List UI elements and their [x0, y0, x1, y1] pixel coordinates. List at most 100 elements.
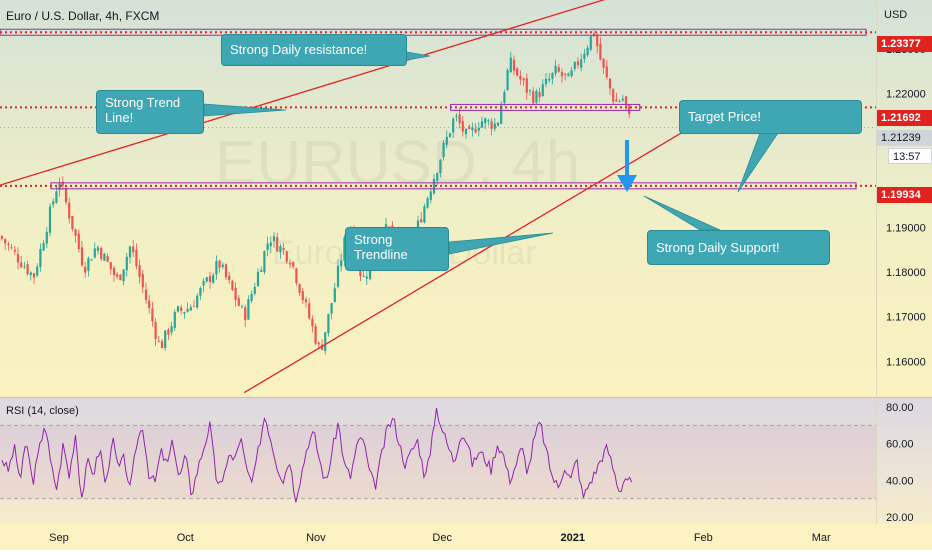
candle-body [311, 318, 314, 327]
candle-body [586, 47, 589, 56]
price-tag-resistance: 1.23377 [877, 36, 932, 52]
rsi-group: 80.00 60.00 40.00 20.00 [0, 402, 914, 524]
candle-body [288, 262, 292, 265]
candle-body [13, 249, 16, 252]
candle-body [487, 120, 490, 122]
candle-body [173, 311, 176, 328]
candle-body [564, 73, 567, 75]
candle-body [4, 238, 7, 244]
candle-body [292, 262, 295, 267]
time-axis-tick: Sep [49, 532, 69, 544]
candle-body [522, 78, 525, 81]
price-axis-tick: 1.18000 [886, 267, 926, 279]
candle-body [576, 61, 580, 66]
candle-body [103, 253, 106, 261]
candle-body [461, 121, 464, 132]
candle-body [327, 313, 330, 334]
candle-body [189, 307, 192, 311]
lower-trend-line [243, 124, 696, 394]
candle-body [234, 287, 237, 301]
rsi-axis-tick: 40.00 [886, 475, 914, 487]
candle-body [93, 248, 96, 258]
candle-body [260, 270, 263, 272]
candle-body [7, 243, 10, 246]
callout-pointer-trend-line [203, 103, 287, 117]
candle-body [548, 78, 551, 81]
candle-body [573, 61, 576, 69]
candle-body [330, 303, 333, 314]
candle-body [61, 181, 64, 186]
candle-body [48, 206, 52, 233]
candle-body [560, 72, 564, 76]
candle-body [455, 115, 458, 117]
time-axis-tick: Nov [306, 532, 326, 544]
candle-body [532, 91, 535, 104]
candle-body [212, 275, 215, 283]
candle-body [343, 237, 346, 261]
candle-body [624, 96, 628, 106]
candle-body [144, 289, 148, 300]
candle-body [317, 342, 320, 345]
candle-body [535, 91, 538, 103]
callout-trend-line: Strong Trend Line! [96, 90, 204, 134]
candle-body [612, 89, 615, 102]
candle-body [87, 257, 90, 271]
candle-body [74, 229, 77, 236]
candle-body [10, 247, 13, 249]
candle-body [426, 198, 429, 208]
candle-body [128, 246, 132, 258]
candle-body [151, 308, 154, 322]
candle-body [205, 277, 208, 282]
candle-body [503, 92, 506, 104]
currency-label: USD [884, 9, 908, 21]
candle-body [477, 127, 480, 131]
candle-body [295, 268, 298, 284]
candle-body [429, 191, 432, 200]
main-pane-bg [0, 0, 932, 398]
candle-body [71, 215, 74, 229]
candle-body [176, 306, 180, 312]
candle-body [116, 274, 119, 277]
callout-resistance: Strong Daily resistance! [221, 34, 407, 66]
candle-body [96, 247, 100, 251]
candle-body [247, 299, 250, 320]
candle-body [263, 251, 266, 273]
candle-body [119, 274, 122, 281]
candle-body [538, 92, 541, 98]
candle-body [506, 70, 509, 91]
candle-body [64, 188, 68, 203]
candle-body [112, 267, 116, 276]
candle-body [436, 173, 439, 181]
time-axis-tick: Mar [812, 532, 831, 544]
candle-body [279, 246, 282, 253]
candle-body [285, 251, 288, 262]
candle-body [471, 127, 474, 131]
candle-body [580, 59, 583, 68]
candle-body [45, 231, 48, 244]
candle-body [468, 126, 471, 130]
candle-body [39, 248, 42, 268]
candle-body [141, 274, 144, 288]
candle-body [320, 344, 324, 350]
candle-body [432, 178, 436, 194]
candle-body [90, 259, 93, 261]
candle-body [500, 105, 503, 124]
callout-support: Strong Daily Support! [647, 230, 830, 265]
rsi-title: RSI (14, close) [6, 405, 79, 417]
candle-body [170, 326, 173, 333]
candle-body [26, 264, 29, 275]
candle-body [23, 266, 26, 268]
candle-body [135, 249, 138, 267]
candle-body [301, 291, 304, 301]
candle-body [490, 121, 493, 129]
countdown-tag: 13:57 [888, 148, 932, 164]
candle-body [109, 262, 112, 270]
candle-body [84, 266, 87, 273]
candle-body [442, 142, 445, 158]
candle-body [218, 260, 221, 268]
candle-body [448, 133, 452, 137]
rsi-pane-bg [0, 398, 932, 524]
candle-body [250, 293, 253, 301]
